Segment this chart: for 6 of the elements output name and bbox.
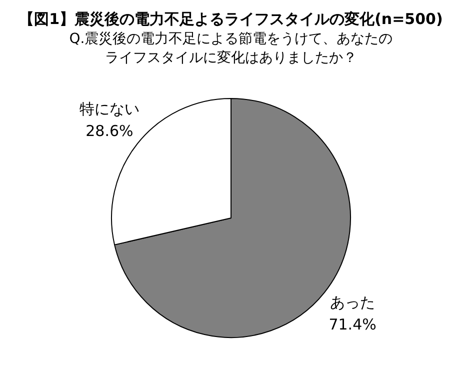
chart-subtitle: Q.震災後の電力不足による節電をうけて、あなたのライフスタイルに変化はありましたか？ [68,30,394,68]
chart-title: 【図1】震災後の電力不足よるライフスタイルの変化(n=500) [18,9,444,30]
slice-label: あった [330,294,376,312]
data-label: 71.4% [328,316,376,334]
slice-label: 特にない [79,100,140,118]
data-label: 28.6% [86,122,134,140]
